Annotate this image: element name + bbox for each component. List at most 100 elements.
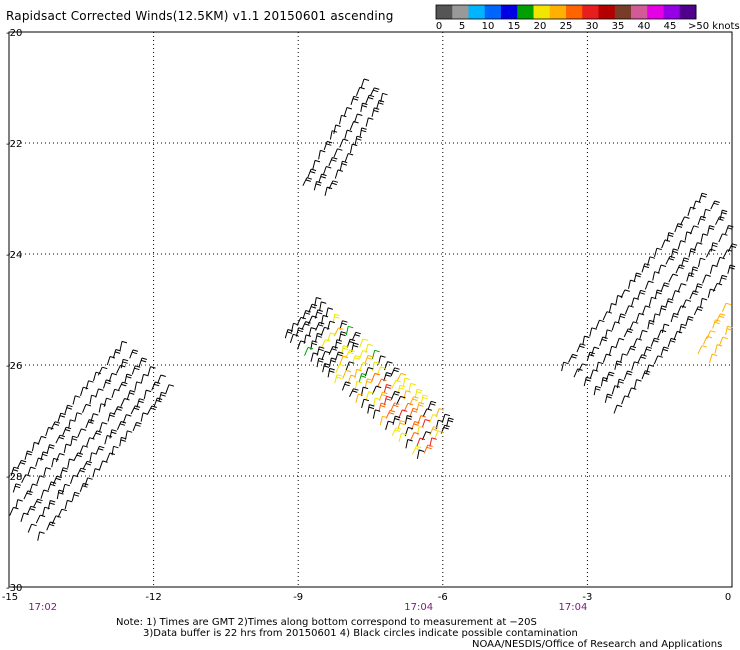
wind-barb [384, 361, 393, 371]
wind-barb [24, 450, 33, 460]
x-tick-label: -9 [293, 592, 303, 603]
wind-barb [404, 415, 413, 425]
wind-barb [420, 394, 429, 404]
wind-barb [390, 402, 400, 412]
wind-barb [314, 332, 323, 343]
wind-barb [371, 107, 380, 117]
wind-barb [57, 508, 67, 518]
wind-barb [99, 422, 108, 432]
wind-barb [343, 107, 353, 117]
wind-barb [82, 403, 92, 413]
wind-barb [421, 431, 432, 441]
wind-barb [143, 389, 152, 400]
x-tick-label: -6 [438, 592, 448, 603]
wind-barb [55, 434, 66, 444]
wind-barb [633, 272, 642, 282]
wind-barb [627, 387, 637, 397]
wind-barb [360, 102, 368, 112]
wind-barb [653, 355, 663, 365]
wind-barb [344, 129, 353, 139]
wind-barb [9, 506, 19, 516]
colorbar-swatch [631, 5, 648, 19]
wind-barb [346, 338, 356, 348]
wind-barb [685, 316, 694, 326]
wind-barb [380, 92, 388, 103]
wind-barb [120, 358, 129, 369]
wind-barb [36, 475, 45, 485]
wind-barb [328, 157, 338, 166]
wind-barb [697, 215, 707, 226]
wind-barb [434, 430, 444, 440]
wind-barb [360, 386, 369, 397]
wind-barb [568, 353, 578, 363]
wind-barb [349, 388, 359, 398]
wind-barb [349, 143, 358, 154]
wind-barb [694, 283, 703, 293]
wind-barb [327, 367, 335, 378]
wind-barb [718, 233, 728, 243]
colorbar-label: 15 [508, 21, 521, 32]
wind-barb [35, 457, 44, 467]
wind-barb [355, 86, 365, 96]
wind-barb [605, 371, 615, 381]
time-label: 17:02 [28, 602, 57, 613]
wind-barb [359, 362, 369, 371]
wind-barb [666, 232, 674, 242]
wind-barb [315, 321, 325, 331]
y-tick-label: -22 [6, 139, 22, 150]
colorbar-swatch [501, 5, 518, 19]
wind-barb [74, 412, 83, 422]
wind-barb [116, 364, 126, 374]
wind-barb [402, 377, 411, 388]
wind-barb [130, 405, 141, 415]
wind-barb [409, 407, 419, 417]
wind-barb [429, 426, 439, 436]
wind-barb [613, 404, 623, 414]
wind-barb [359, 338, 369, 348]
y-tick-label: -26 [6, 361, 22, 372]
wind-barb [111, 388, 120, 399]
wind-barb [82, 460, 93, 470]
wind-barb [714, 344, 723, 354]
wind-barb [361, 398, 370, 409]
wind-barb [37, 435, 47, 445]
wind-barb [108, 372, 118, 383]
wind-barb [641, 370, 651, 380]
wind-barb [71, 491, 80, 502]
wind-barb [324, 186, 333, 196]
colorbar-label: 40 [638, 21, 651, 32]
wind-barb [89, 452, 97, 462]
wind-barb [310, 352, 319, 362]
wind-barb [427, 400, 437, 410]
wind-barb [660, 346, 669, 356]
wind-barb [165, 384, 175, 394]
wind-barb [345, 361, 355, 371]
wind-barb [47, 481, 57, 491]
wind-barb [132, 421, 142, 431]
wind-barb [593, 385, 601, 396]
wind-barb [43, 467, 52, 477]
wind-barb [390, 367, 400, 377]
wind-barb [338, 331, 347, 341]
wind-barb [667, 337, 677, 348]
wind-barb [391, 427, 402, 436]
wind-barb [693, 306, 704, 316]
wind-barb [573, 368, 583, 378]
colorbar-frame [435, 4, 697, 20]
wind-barb [104, 435, 113, 445]
wind-barb [313, 181, 322, 191]
wind-barb [64, 499, 73, 510]
wind-barb [422, 408, 433, 418]
wind-barb [118, 381, 128, 391]
note-line-2: 3)Data buffer is 22 hrs from 20150601 4)… [143, 628, 578, 639]
wind-barb [692, 200, 701, 210]
wind-barb [712, 319, 721, 329]
wind-barb [623, 370, 633, 380]
wind-barb [722, 302, 732, 312]
wind-barb [376, 378, 387, 388]
wind-barb [391, 379, 401, 389]
wind-barb [23, 490, 33, 500]
wind-barb [690, 266, 699, 276]
wind-barb [365, 391, 374, 401]
wind-barb [355, 393, 364, 403]
